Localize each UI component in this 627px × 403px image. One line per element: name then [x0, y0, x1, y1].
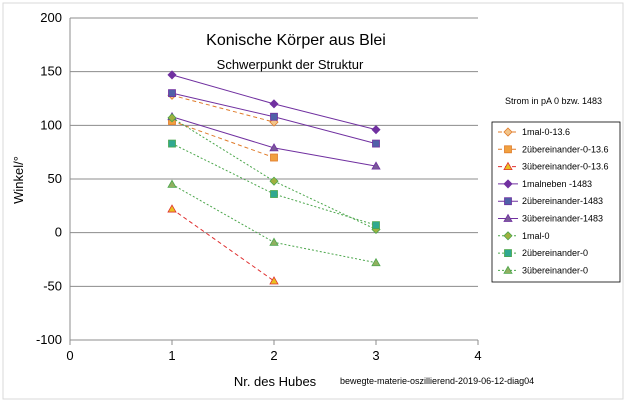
- legend: 1mal-0-13.6 2übereinander-0-13.6 3übereina…: [491, 121, 621, 283]
- legend-marker: [504, 145, 512, 154]
- chart-footnote: bewegte-materie-oszillierend-2019-06-12-…: [340, 376, 534, 386]
- legend-marker: [503, 213, 513, 222]
- y-tick-label: 150: [40, 64, 62, 79]
- data-point: [270, 153, 278, 162]
- x-tick-label: 3: [372, 348, 379, 363]
- data-point: [168, 89, 176, 98]
- legend-label: 3übereinander-1483: [522, 214, 603, 224]
- series-line: [171, 94, 275, 123]
- x-tick-label: 4: [474, 348, 481, 363]
- y-tick-label: -100: [36, 332, 62, 347]
- series-2: [167, 204, 279, 285]
- legend-box: [491, 121, 621, 283]
- data-point: [371, 125, 381, 135]
- legend-marker: [504, 249, 512, 258]
- y-tick-label: 50: [48, 171, 62, 186]
- legend-label: 2übereinander-0-13.6: [522, 144, 609, 154]
- data-point: [269, 237, 279, 246]
- series-8: [167, 179, 381, 267]
- data-point: [371, 161, 381, 170]
- data-point: [372, 139, 380, 148]
- data-point: [167, 204, 177, 213]
- legend-marker: [503, 231, 513, 241]
- legend-label: 2übereinander-1483: [522, 196, 603, 206]
- legend-marker: [503, 265, 513, 274]
- series-4: [168, 89, 380, 148]
- legend-label: 3übereinander-0: [522, 265, 588, 275]
- series-group: [167, 70, 381, 285]
- series-6: [167, 113, 381, 235]
- data-point: [372, 221, 380, 230]
- y-tick-label: -50: [43, 278, 62, 293]
- legend-label: 3übereinander-0-13.6: [522, 162, 609, 172]
- legend-label: 1malneben -1483: [522, 179, 592, 189]
- chart-note: Strom in pA 0 bzw. 1483: [505, 96, 602, 106]
- series-7: [168, 139, 380, 230]
- legend-marker: [503, 179, 513, 189]
- data-point: [167, 70, 177, 80]
- series-3: [167, 70, 381, 135]
- chart-title: Konische Körper aus Blei: [206, 32, 386, 49]
- y-axis-title: Winkel/°: [11, 156, 26, 204]
- data-point: [269, 176, 279, 186]
- gridlines: [70, 17, 478, 287]
- legend-marker: [504, 197, 512, 206]
- data-point: [167, 179, 177, 188]
- data-point: [270, 190, 278, 198]
- x-tick-label: 0: [66, 348, 73, 363]
- legend-marker: [503, 127, 513, 137]
- data-point: [167, 113, 177, 123]
- data-point: [168, 139, 176, 148]
- legend-label: 1mal-0-13.6: [522, 127, 570, 137]
- chart-subtitle: Schwerpunkt der Struktur: [217, 57, 364, 72]
- data-point: [269, 276, 279, 285]
- legend-marker: [503, 161, 513, 171]
- y-tick-label: 200: [40, 10, 62, 25]
- x-tick-label: 1: [168, 348, 175, 363]
- x-axis-title: Nr. des Hubes: [234, 374, 317, 389]
- legend-label: 2übereinander-0: [522, 248, 588, 258]
- y-tick-label: 100: [40, 117, 62, 132]
- data-point: [269, 143, 279, 152]
- data-point: [269, 99, 279, 109]
- x-tick-label: 2: [270, 348, 277, 363]
- axes: 200 150 100 50 0 -50 -100 0 1 2 3 4: [36, 10, 482, 363]
- data-point: [371, 257, 381, 267]
- data-point: [270, 112, 278, 121]
- y-tick-label: 0: [55, 225, 62, 240]
- legend-label: 1mal-0: [522, 231, 550, 241]
